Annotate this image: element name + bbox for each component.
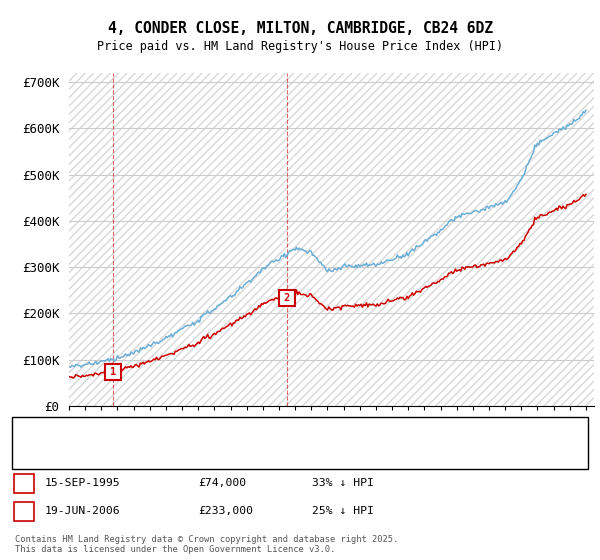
Text: 19-JUN-2006: 19-JUN-2006 [45, 506, 121, 516]
Text: £233,000: £233,000 [198, 506, 253, 516]
Text: 4, CONDER CLOSE, MILTON, CAMBRIDGE, CB24 6DZ (detached house): 4, CONDER CLOSE, MILTON, CAMBRIDGE, CB24… [63, 425, 429, 435]
Text: 15-SEP-1995: 15-SEP-1995 [45, 478, 121, 488]
Text: ——: —— [27, 423, 42, 437]
Text: £74,000: £74,000 [198, 478, 246, 488]
Text: 2: 2 [283, 293, 290, 303]
Text: Price paid vs. HM Land Registry's House Price Index (HPI): Price paid vs. HM Land Registry's House … [97, 40, 503, 53]
Text: 25% ↓ HPI: 25% ↓ HPI [312, 506, 374, 516]
Text: Contains HM Land Registry data © Crown copyright and database right 2025.
This d: Contains HM Land Registry data © Crown c… [15, 535, 398, 554]
Text: ——: —— [27, 441, 42, 455]
Text: 2: 2 [20, 504, 28, 517]
Text: HPI: Average price, detached house, South Cambridgeshire: HPI: Average price, detached house, Sout… [63, 443, 399, 453]
Text: 4, CONDER CLOSE, MILTON, CAMBRIDGE, CB24 6DZ: 4, CONDER CLOSE, MILTON, CAMBRIDGE, CB24… [107, 21, 493, 36]
Text: 1: 1 [20, 476, 28, 489]
Text: 1: 1 [110, 367, 116, 377]
Text: 33% ↓ HPI: 33% ↓ HPI [312, 478, 374, 488]
